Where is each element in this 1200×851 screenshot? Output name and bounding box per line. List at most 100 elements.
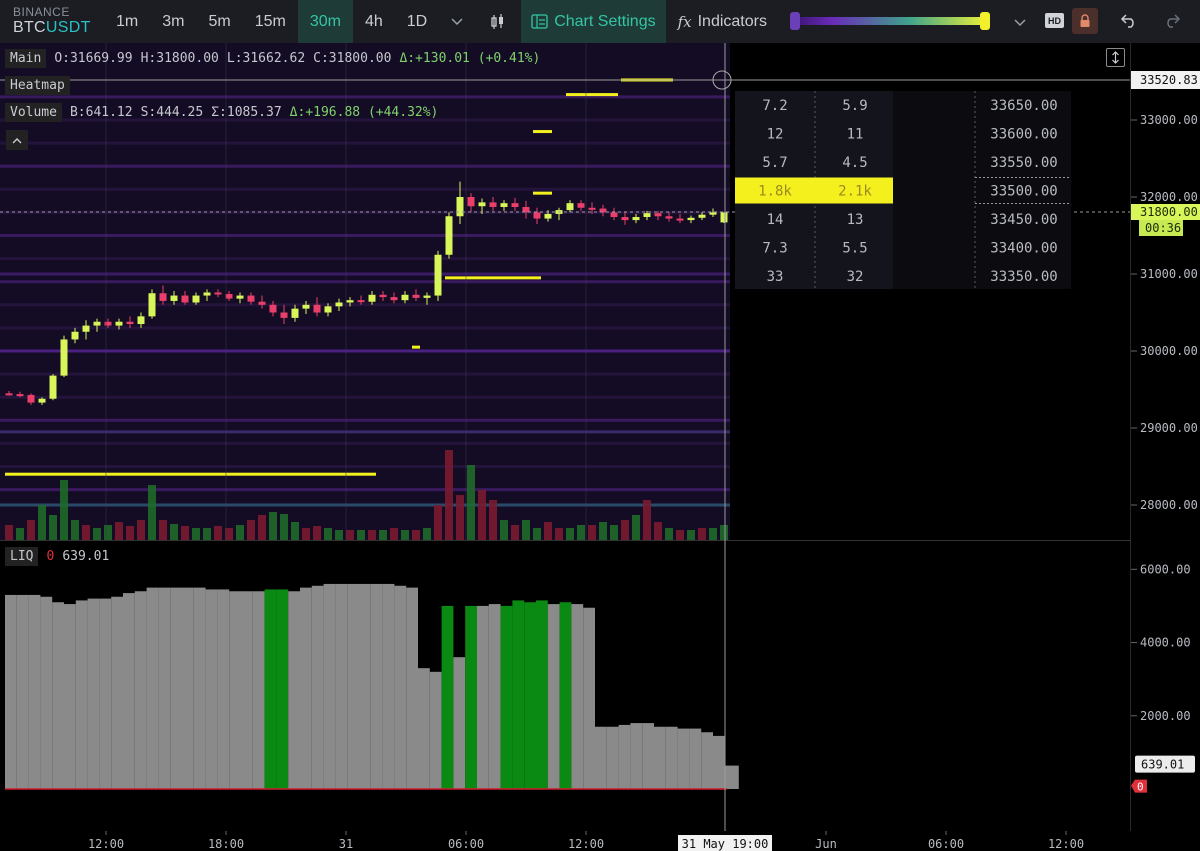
orderbook-size-b: 2.1k — [838, 184, 872, 200]
heatmap-band — [0, 141, 730, 145]
timeframe-3m[interactable]: 3m — [162, 12, 185, 30]
legend-close: C:31800.00 — [313, 51, 392, 66]
redo-button[interactable] — [1163, 12, 1181, 33]
slider-dropdown-button[interactable] — [1014, 14, 1026, 32]
liq-zero-box — [1131, 779, 1147, 793]
candle-body — [599, 208, 607, 213]
orderbook-price: 33600.00 — [990, 127, 1057, 143]
time-tick-label: 12:00 — [568, 837, 604, 851]
symbol-selector[interactable]: BINANCE BTCUSDT — [0, 0, 104, 43]
candle-body — [533, 212, 541, 219]
vertical-gridlines — [105, 43, 587, 540]
price-axis[interactable]: 33000.00 32000.00 31000.00 30000.00 29000.00… — [1130, 43, 1200, 831]
candle-type-button[interactable] — [475, 0, 521, 43]
main-chart-pane[interactable]: 7.2 5.9 33650.00 12 11 33600.00 5.7 4.5 33550.00… — [0, 43, 1130, 540]
liquidation-bar — [75, 600, 88, 789]
liquidation-bar — [654, 726, 666, 789]
heatmap-tag[interactable]: Heatmap — [5, 76, 70, 95]
countdown-label: 00:36 — [1145, 221, 1181, 235]
liq-tag[interactable]: LIQ — [5, 547, 39, 566]
undo-icon — [1120, 14, 1134, 28]
candle-body — [643, 213, 651, 218]
heatmap-band — [0, 257, 730, 261]
volume-bar — [566, 528, 574, 540]
timeframe-1d[interactable]: 1D — [406, 12, 428, 30]
last-price-label: 31800.00 — [1140, 205, 1198, 219]
liquidation-bar — [182, 587, 194, 789]
liquidations-chart[interactable] — [0, 540, 1130, 831]
price-chart[interactable]: 7.2 5.9 33650.00 12 11 33600.00 5.7 4.5 33550.00… — [0, 43, 1130, 540]
volume-bar — [676, 530, 684, 540]
heatmap-bright-level — [533, 130, 552, 134]
timeframe-30m[interactable]: 30m — [297, 0, 353, 43]
orderbook-size-b: 4.5 — [842, 155, 867, 171]
candle-body — [544, 213, 552, 219]
liquidation-bar — [630, 723, 643, 789]
candlestick-icon — [491, 13, 504, 29]
candle-body — [291, 308, 299, 318]
liquidation-bar — [111, 596, 123, 789]
liquidation-bar — [335, 583, 348, 789]
price-tick-label: 32000.00 — [1140, 190, 1198, 204]
candle-body — [82, 325, 90, 332]
slider-handle-min[interactable] — [790, 12, 800, 30]
liquidations-pane[interactable]: LIQ 0 639.01 — [0, 540, 1130, 831]
timeframe-1m[interactable]: 1m — [116, 12, 139, 30]
volume-bar — [170, 524, 178, 540]
heatmap-band — [0, 430, 730, 434]
price-tick-label: 31000.00 — [1140, 267, 1198, 281]
price-tick-label: 29000.00 — [1140, 421, 1198, 435]
chart-settings-button[interactable]: Chart Settings — [521, 0, 666, 43]
orderbook-ladder: 7.2 5.9 33650.00 12 11 33600.00 5.7 4.5 33550.00… — [735, 91, 1071, 289]
volume-bar — [533, 528, 541, 540]
time-axis[interactable]: 12:00 18:00 31 06:00 12:00 Jun 06:00 12:00 31 Ma… — [0, 831, 1200, 851]
timeframe-dropdown-button[interactable] — [439, 0, 475, 43]
slider-handle-max[interactable] — [980, 12, 990, 30]
volume-legend: Volume B:641.12 S:444.25 Σ:1085.37 Δ:+19… — [5, 103, 438, 122]
volume-bar — [159, 520, 167, 540]
heatmap-range-slider[interactable] — [790, 12, 990, 30]
candle-body — [566, 203, 574, 211]
timeframe-15m[interactable]: 15m — [254, 12, 286, 30]
collapse-legend-button[interactable] — [6, 130, 28, 150]
candle-body — [115, 321, 123, 326]
heatmap-band — [0, 95, 730, 99]
candle-body — [214, 292, 222, 295]
heatmap-bright-level — [445, 276, 541, 280]
hd-toggle[interactable]: HD — [1045, 13, 1064, 28]
candle-body — [49, 375, 57, 399]
timeframe-5m[interactable]: 5m — [208, 12, 231, 30]
liquidation-bars — [5, 583, 739, 789]
volume-bar — [71, 520, 79, 540]
autoscale-button[interactable] — [1106, 48, 1125, 67]
liquidation-bar — [441, 605, 454, 789]
liquidation-bar — [16, 594, 29, 789]
candle-body — [269, 304, 277, 313]
candle-body — [225, 294, 233, 299]
undo-button[interactable] — [1120, 12, 1138, 33]
candle-body — [368, 294, 376, 302]
indicators-button[interactable]: fx Indicators — [666, 0, 779, 43]
volume-bar — [335, 530, 343, 540]
chevron-down-icon — [1014, 19, 1026, 27]
volume-bar — [434, 505, 442, 540]
liquidation-bar — [583, 607, 595, 789]
volume-bar — [379, 530, 387, 540]
liq-tick-label: 4000.00 — [1140, 636, 1191, 650]
volume-bar — [302, 528, 310, 540]
last-price-box — [1131, 204, 1200, 220]
orderbook-price: 33450.00 — [990, 212, 1057, 228]
candle-body — [456, 197, 464, 217]
timeframe-4h[interactable]: 4h — [364, 12, 383, 30]
volume-bar — [313, 526, 321, 540]
lock-button[interactable] — [1072, 8, 1098, 34]
volume-bar — [665, 528, 673, 540]
time-tick-label: Jun — [815, 837, 837, 851]
candle-body — [181, 295, 189, 303]
main-tag[interactable]: Main — [5, 49, 47, 68]
candle-body — [137, 316, 145, 325]
heatmap-band — [0, 164, 730, 168]
hd-badge-text: HD — [1048, 15, 1061, 26]
heatmap-band — [0, 488, 730, 492]
volume-tag[interactable]: Volume — [5, 103, 62, 122]
